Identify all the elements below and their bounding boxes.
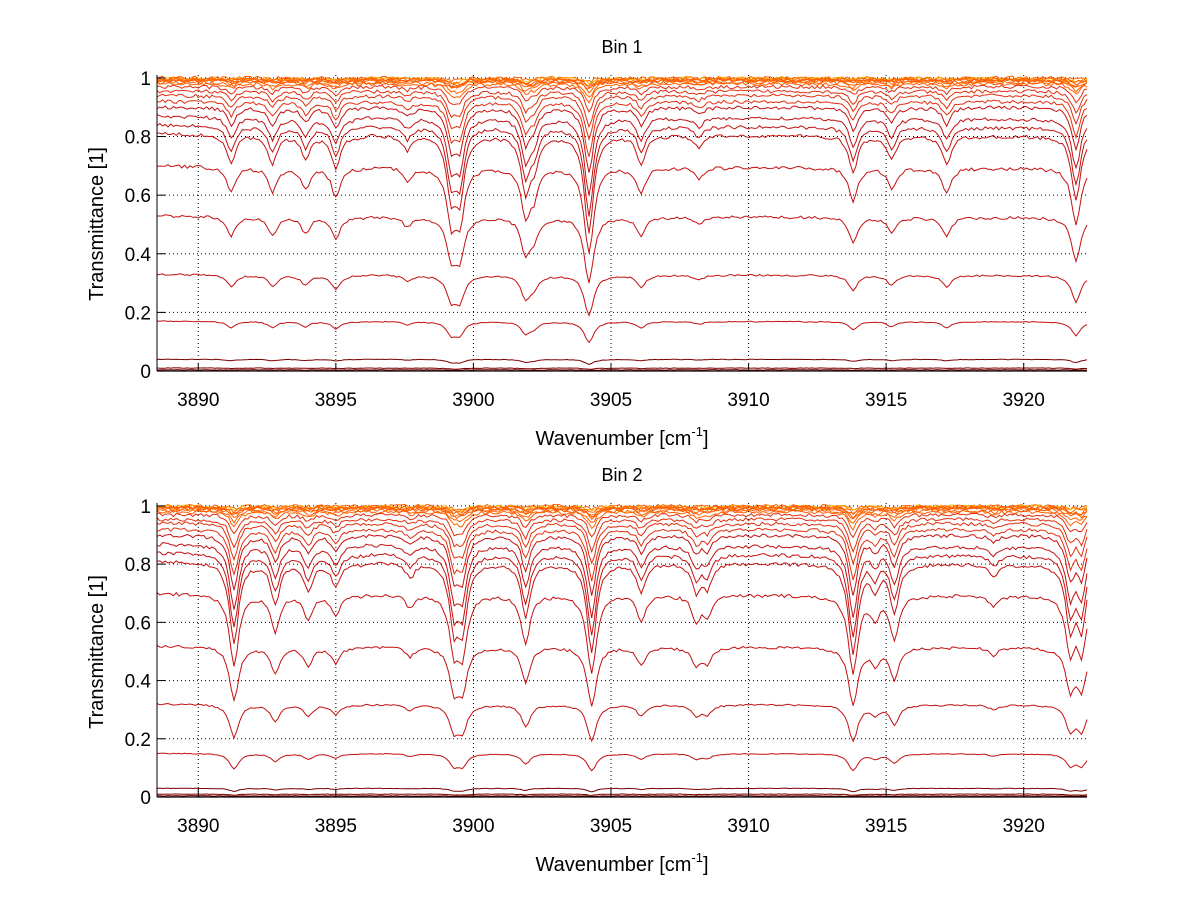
y-tick-label: 1	[140, 497, 151, 518]
y-tick-label: 0.4	[125, 672, 152, 693]
spectrum-series-22	[156, 793, 1088, 796]
x-tick-label: 3920	[1003, 816, 1045, 837]
spectrum-series-15	[156, 551, 1088, 638]
plot-title: Bin 2	[601, 465, 642, 485]
x-tick-label: 3915	[865, 816, 907, 837]
y-tick-label: 0	[140, 788, 151, 809]
spectrum-series-14	[156, 542, 1088, 619]
spectrum-series-15	[156, 122, 1088, 217]
y-axis-label: Transmittance [1]	[86, 575, 108, 729]
plot-title: Bin 1	[601, 37, 642, 57]
spectrum-series-9	[156, 512, 1088, 539]
x-axis-label: Wavenumber [cm-1]	[535, 850, 708, 876]
spectrum-series-6	[156, 78, 1088, 94]
y-tick-label: 0.8	[125, 128, 151, 149]
y-tick-label: 1	[140, 69, 151, 90]
x-tick-label: 3910	[727, 390, 769, 411]
spectrum-series-5	[156, 78, 1088, 90]
x-tick-label: 3905	[590, 390, 632, 411]
spectrum-series-13	[156, 533, 1088, 596]
spectrum-series-17	[157, 164, 1088, 254]
spectrum-series-10	[156, 89, 1088, 129]
spectrum-series-18	[156, 644, 1088, 707]
x-tick-label: 3920	[1003, 390, 1045, 411]
spectrum-series-13	[156, 105, 1088, 173]
y-tick-label: 0.2	[125, 730, 151, 751]
spectrum-series-17	[156, 591, 1088, 675]
spectrum-series-18	[157, 214, 1088, 284]
spectrum-series-12	[156, 99, 1088, 157]
y-tick-label: 0.6	[125, 186, 151, 207]
spectrum-series-22	[156, 367, 1088, 370]
spectrum-series-14	[156, 114, 1088, 196]
spectrum-series-5	[156, 505, 1088, 520]
y-tick-label: 0.8	[125, 555, 151, 576]
x-tick-label: 3910	[727, 816, 769, 837]
spectrum-series-16	[156, 131, 1088, 234]
spectrum-series-23	[157, 795, 1087, 797]
x-tick-label: 3900	[452, 816, 494, 837]
bin-2-plot: Bin 2 Wavenumber [cm-1] Transmittance [1…	[86, 465, 1088, 876]
x-tick-label: 3900	[452, 390, 494, 411]
spectrum-series-21	[156, 358, 1088, 365]
spectrum-series-19	[156, 702, 1088, 743]
spectrum-series-11	[156, 521, 1088, 566]
spectrum-series-16	[156, 560, 1088, 655]
spectrum-series-7	[156, 79, 1088, 98]
spectrum-series-9	[157, 84, 1088, 113]
spectrum-series-20	[156, 320, 1088, 344]
y-tick-label: 0.6	[125, 613, 151, 634]
spectrum-series-8	[156, 509, 1088, 532]
x-tick-label: 3890	[177, 816, 219, 837]
x-tick-label: 3895	[315, 390, 357, 411]
spectrum-series-11	[156, 93, 1088, 142]
x-tick-label: 3890	[177, 390, 219, 411]
y-tick-label: 0	[140, 362, 151, 383]
spectrum-series-20	[156, 752, 1088, 772]
y-tick-label: 0.2	[125, 303, 151, 324]
y-axis-label: Transmittance [1]	[86, 147, 108, 301]
spectrum-series-21	[156, 787, 1088, 793]
spectrum-series-12	[156, 527, 1088, 582]
x-axis-label: Wavenumber [cm-1]	[535, 424, 708, 450]
y-tick-label: 0.4	[125, 245, 152, 266]
spectrum-series-19	[156, 273, 1088, 317]
bin-1-plot: Bin 1 Wavenumber [cm-1] Transmittance [1…	[86, 37, 1088, 450]
x-tick-label: 3905	[590, 816, 632, 837]
spectrum-series-6	[156, 506, 1088, 521]
spectrum-series-8	[156, 81, 1088, 104]
spectrum-series-23	[156, 369, 1088, 371]
x-tick-label: 3895	[315, 816, 357, 837]
x-tick-label: 3915	[865, 390, 907, 411]
spectrum-series-10	[156, 517, 1088, 554]
